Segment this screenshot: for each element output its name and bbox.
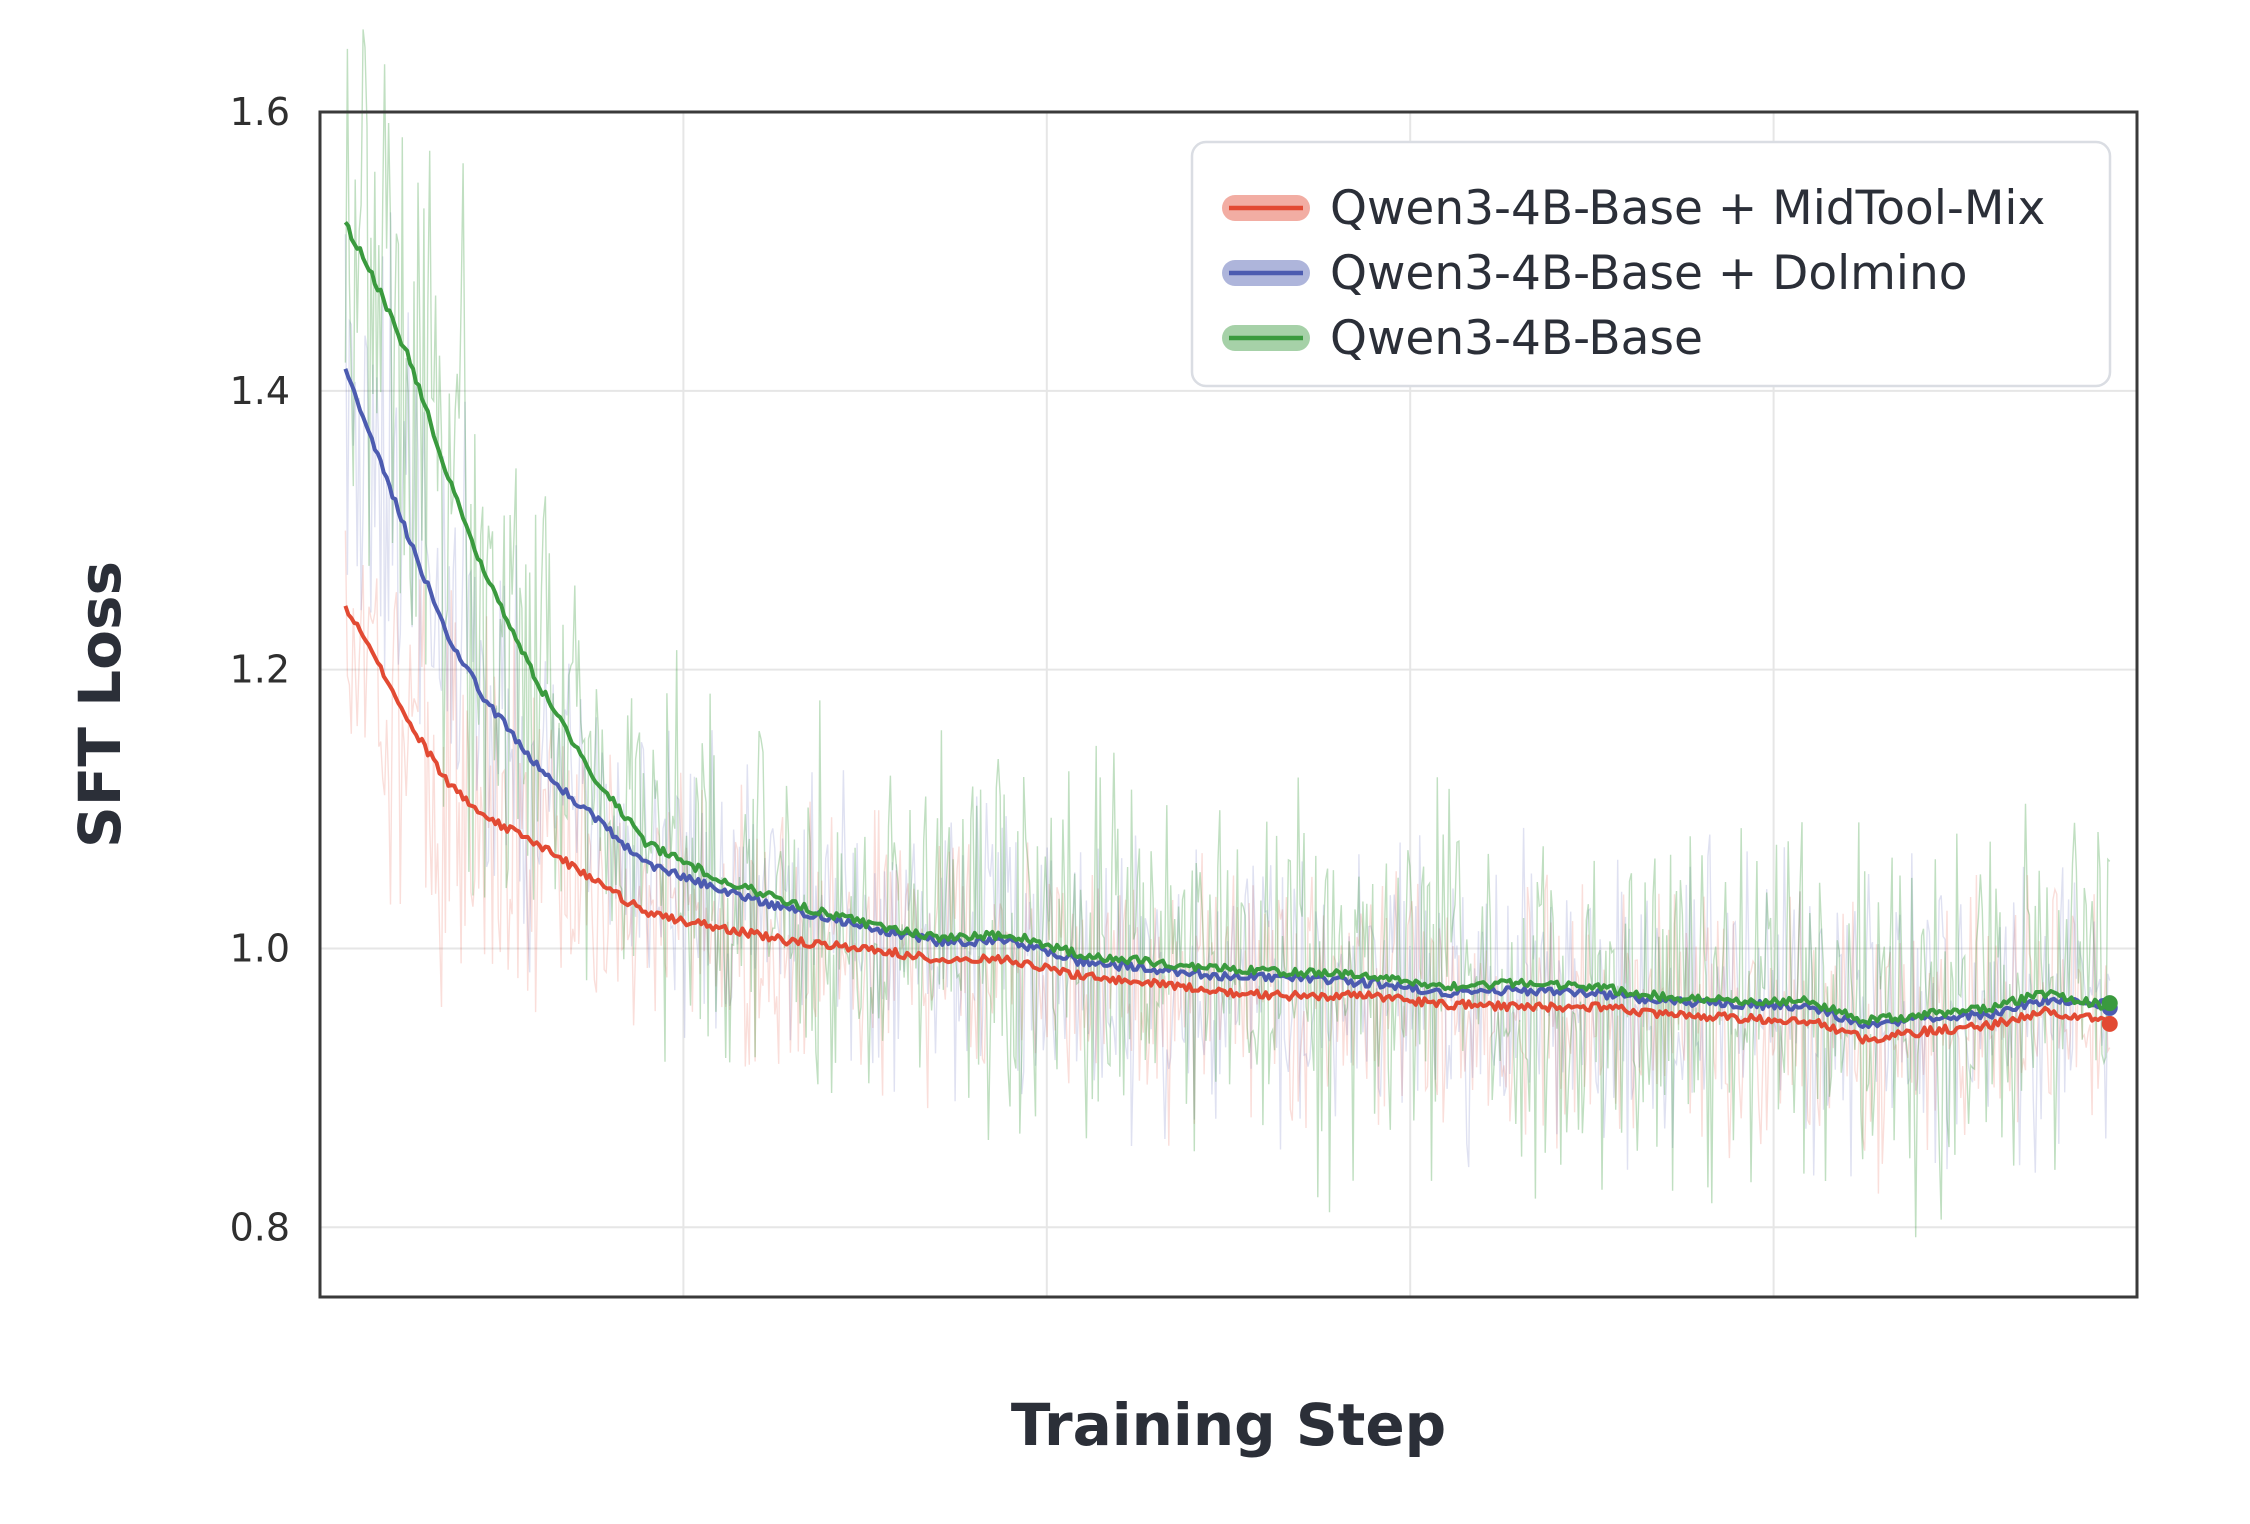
y-tick-label-4: 1.6 <box>230 90 290 134</box>
series-end-point-0 <box>2101 1015 2118 1032</box>
legend-label-0: Qwen3-4B-Base + MidTool-Mix <box>1330 181 2045 236</box>
smoothed-loss-lines <box>343 221 2118 1045</box>
series-end-point-2 <box>2101 995 2118 1012</box>
y-tick-label-2: 1.2 <box>230 648 290 692</box>
raw-trace-2 <box>344 29 2111 1238</box>
legend-label-2: Qwen3-4B-Base <box>1330 311 1703 366</box>
y-tick-label-0: 0.8 <box>230 1205 290 1249</box>
raw-trace-1 <box>344 212 2111 1177</box>
plot-frame <box>318 110 2139 1299</box>
y-tick-label-1: 1.0 <box>230 926 290 970</box>
series-line-0 <box>343 605 2111 1045</box>
series-line-2 <box>343 221 2112 1026</box>
legend: Qwen3-4B-Base + MidTool-Mix Qwen3-4B-Base… <box>1190 140 2112 388</box>
legend-label-1: Qwen3-4B-Base + Dolmino <box>1330 246 1968 301</box>
raw-trace-0 <box>344 530 2111 1194</box>
x-axis-label: Training Step <box>1011 1391 1446 1459</box>
legend-box <box>1190 140 2112 388</box>
y-tick-label-3: 1.4 <box>230 369 290 413</box>
series-line-1 <box>343 368 2112 1029</box>
y-tick-labels: 0.8 1.0 1.2 1.4 1.6 <box>230 90 290 1249</box>
raw-loss-traces <box>344 29 2111 1238</box>
y-axis-label: SFT Loss <box>66 561 134 848</box>
